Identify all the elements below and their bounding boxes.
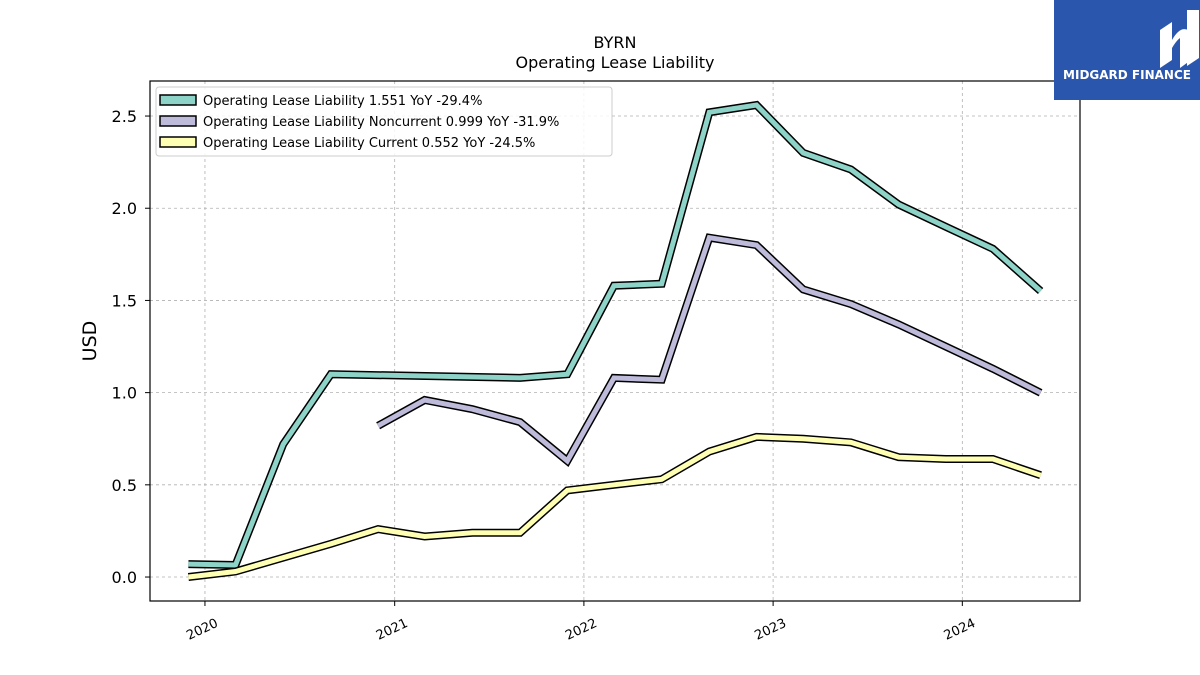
x-axis: 2020 2021 2022 2023 2024 (184, 601, 978, 644)
series-line-outline (376, 233, 1043, 468)
legend-entry: Operating Lease Liability 1.551 YoY -29.… (203, 94, 482, 109)
legend-swatch (159, 94, 197, 106)
legend-swatch (159, 115, 197, 127)
chart-title: BYRN (594, 33, 637, 52)
series-line (188, 102, 1043, 568)
series-1 (188, 100, 1044, 570)
y-tick-label: 1.0 (112, 384, 137, 403)
series-2 (376, 233, 1043, 468)
series-3 (187, 432, 1042, 581)
x-tick-label: 2021 (374, 616, 410, 644)
brand-logo: MIDGARD FINANCE (1054, 0, 1200, 100)
y-tick-label: 2.5 (112, 107, 137, 126)
legend-entry: Operating Lease Liability Noncurrent 0.9… (203, 115, 559, 130)
brand-name: MIDGARD FINANCE (1063, 68, 1191, 82)
y-tick-label: 0.0 (112, 568, 137, 587)
x-tick-label: 2020 (184, 616, 220, 644)
x-tick-label: 2024 (942, 616, 978, 644)
legend: Operating Lease Liability 1.551 YoY -29.… (155, 86, 613, 157)
x-tick-label: 2022 (563, 616, 599, 644)
y-tick-label: 0.5 (112, 476, 137, 495)
y-axis-label: USD (79, 321, 101, 362)
y-axis: 0.0 0.5 1.0 1.5 2.0 2.5 (112, 107, 150, 587)
chart-subtitle: Operating Lease Liability (515, 53, 714, 72)
legend-entry: Operating Lease Liability Current 0.552 … (203, 136, 535, 151)
y-tick-label: 1.5 (112, 291, 137, 310)
midgard-m-logo-icon (1160, 10, 1199, 68)
y-tick-label: 2.0 (112, 199, 137, 218)
legend-swatch (159, 136, 197, 148)
series-line (376, 234, 1042, 465)
series-lines (187, 100, 1044, 581)
x-tick-label: 2023 (752, 616, 788, 644)
series-line (188, 434, 1042, 580)
legend-box (155, 86, 613, 157)
plot-area-frame (149, 80, 1081, 602)
